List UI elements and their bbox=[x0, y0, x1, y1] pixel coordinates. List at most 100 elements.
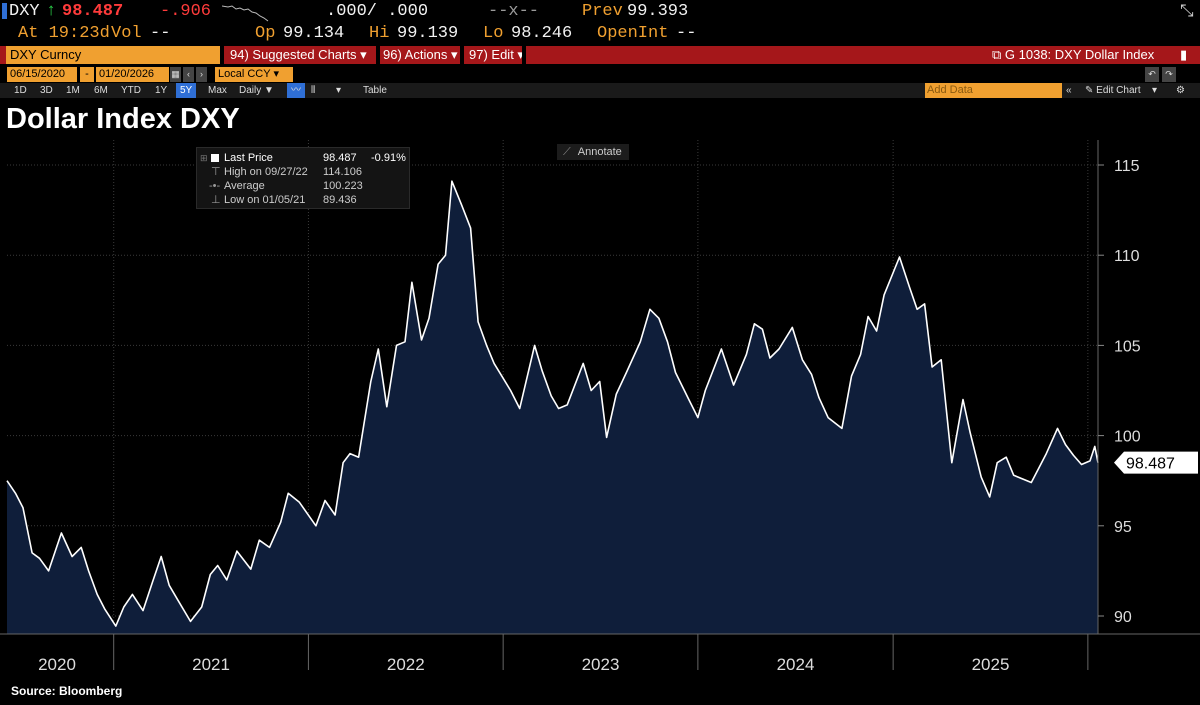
pencil-icon: ⟋ bbox=[563, 146, 571, 158]
edit-chart-button[interactable]: ✎ Edit Chart bbox=[1085, 85, 1141, 96]
menu-bar: 94) Suggested Charts ▾ 96) Actions ▾ 97)… bbox=[0, 46, 1200, 64]
chart-title-menu[interactable]: ⧉ G 1038: DXY Dollar Index bbox=[992, 47, 1155, 62]
y-tick-label: 115 bbox=[1114, 158, 1140, 175]
menu-divider bbox=[220, 46, 224, 64]
gear-icon[interactable]: ⚙ bbox=[1176, 85, 1185, 96]
chart-title: Dollar Index DXY bbox=[6, 103, 240, 135]
bar-chart-icon[interactable]: ⫴ bbox=[311, 85, 316, 96]
menu-divider bbox=[460, 46, 464, 64]
prev-label: Prev bbox=[582, 2, 623, 21]
quote-time: At 19:23d bbox=[18, 24, 110, 43]
y-axis: 90 95 100 105 110 115 bbox=[0, 140, 1200, 635]
prev-value: 99.393 bbox=[627, 2, 689, 21]
calendar-icon[interactable]: ▦ bbox=[170, 67, 181, 82]
x-tick-label: 2025 bbox=[972, 655, 1010, 674]
legend-last-value: 98.487 bbox=[323, 152, 357, 164]
period-3d[interactable]: 3D bbox=[40, 85, 53, 96]
annotate-label: Annotate bbox=[577, 146, 622, 158]
vol-label: Vol bbox=[111, 24, 142, 43]
currency-select[interactable]: Local CCY ▾ bbox=[215, 67, 293, 82]
date-range-row: 06/15/2020 - 01/20/2026 ▦ ‹ › Local CCY … bbox=[0, 67, 1200, 83]
edit-chart-dropdown-icon[interactable]: ▾ bbox=[1152, 85, 1158, 96]
x-tick-label: 2023 bbox=[582, 655, 620, 674]
x-tick-label: 2020 bbox=[38, 655, 76, 674]
x-axis: 2020 2021 2022 2023 2024 2025 bbox=[38, 634, 1089, 674]
period-max[interactable]: Max bbox=[208, 85, 227, 96]
high-label: Hi bbox=[369, 24, 390, 43]
next-range-icon[interactable]: › bbox=[196, 67, 207, 82]
ticker-symbol: DXY bbox=[9, 2, 40, 21]
table-button[interactable]: Table bbox=[363, 85, 387, 96]
legend-last-label: Last Price bbox=[224, 152, 273, 164]
legend-average-row: -•- Average 100.223 bbox=[197, 179, 411, 193]
security-field[interactable]: DXY Curncy bbox=[6, 46, 220, 64]
period-1m[interactable]: 1M bbox=[66, 85, 80, 96]
price-line bbox=[6, 180, 1099, 627]
add-data-input[interactable]: Add Data bbox=[925, 83, 1062, 98]
menu-divider bbox=[522, 46, 526, 64]
x-tick-label: 2024 bbox=[777, 655, 815, 674]
openint-value: -- bbox=[676, 24, 697, 43]
info-icon[interactable]: ▮ bbox=[1180, 47, 1188, 62]
line-chart-icon[interactable]: 〰 bbox=[287, 83, 305, 98]
y-tick-label: 100 bbox=[1114, 429, 1141, 446]
chart-type-dropdown-icon[interactable]: ▾ bbox=[336, 85, 342, 96]
period-6m[interactable]: 6M bbox=[94, 85, 108, 96]
legend-low-value: 89.436 bbox=[323, 194, 357, 206]
quote-row-1: DXY ↑ 98.487 -.906 .000/ .000 --x-- Prev… bbox=[0, 2, 1200, 22]
period-1d[interactable]: 1D bbox=[14, 85, 27, 96]
legend-average-value: 100.223 bbox=[323, 180, 363, 192]
average-marker-icon: -•- bbox=[209, 180, 221, 192]
last-price: 98.487 bbox=[62, 2, 124, 21]
suggested-charts-menu[interactable]: 94) Suggested Charts ▾ bbox=[230, 47, 367, 62]
actions-menu[interactable]: 96) Actions ▾ bbox=[383, 47, 458, 62]
legend-high-label: High on 09/27/22 bbox=[224, 166, 308, 178]
annotate-button[interactable]: ⟋ Annotate bbox=[557, 144, 629, 160]
legend-expand-icon[interactable]: ⊞ bbox=[200, 153, 208, 163]
period-5y[interactable]: 5Y bbox=[176, 83, 197, 98]
legend-last-change: -0.91% bbox=[371, 152, 406, 164]
menu-divider bbox=[376, 46, 380, 64]
price-area-fill bbox=[7, 181, 1098, 634]
undo-icon[interactable]: ↶ bbox=[1145, 67, 1159, 82]
legend-box[interactable]: ⊞ Last Price 98.487 -0.91% ⊤ High on 09/… bbox=[196, 147, 410, 209]
high-marker-icon: ⊤ bbox=[211, 166, 221, 178]
start-date-field[interactable]: 06/15/2020 bbox=[7, 67, 77, 82]
openint-label: OpenInt bbox=[597, 24, 669, 43]
y-tick-label: 90 bbox=[1114, 609, 1132, 626]
expand-icon[interactable]: ⤡ bbox=[1180, 3, 1194, 22]
legend-high-value: 114.106 bbox=[323, 166, 362, 178]
period-ytd[interactable]: YTD bbox=[121, 85, 141, 96]
redo-icon[interactable]: ↷ bbox=[1162, 67, 1176, 82]
x-tick-label: 2021 bbox=[192, 655, 230, 674]
low-value: 98.246 bbox=[511, 24, 573, 43]
source-note: Source: Bloomberg bbox=[11, 684, 123, 698]
legend-average-label: Average bbox=[224, 180, 265, 192]
period-1y[interactable]: 1Y bbox=[155, 85, 168, 96]
open-value: 99.134 bbox=[283, 24, 345, 43]
net-change: -.906 bbox=[160, 2, 212, 21]
x-tick-label: 2022 bbox=[387, 655, 425, 674]
vol-value: -- bbox=[150, 24, 171, 43]
legend-last-row: ⊞ Last Price 98.487 -0.91% bbox=[197, 151, 411, 165]
ticker-marker bbox=[2, 3, 7, 19]
frequency-select[interactable]: Daily ▼ bbox=[239, 85, 274, 96]
bid-ask-size: --x-- bbox=[488, 2, 540, 21]
open-label: Op bbox=[255, 24, 276, 43]
prev-range-icon[interactable]: ‹ bbox=[183, 67, 194, 82]
last-value-label: 98.487 bbox=[1114, 451, 1198, 474]
y-tick-label: 105 bbox=[1114, 338, 1141, 355]
collapse-icon[interactable]: « bbox=[1066, 85, 1072, 96]
sparkline-icon bbox=[222, 5, 269, 22]
legend-low-label: Low on 01/05/21 bbox=[224, 194, 306, 206]
y-tick-label: 110 bbox=[1114, 248, 1140, 265]
low-label: Lo bbox=[483, 24, 504, 43]
legend-swatch bbox=[211, 154, 219, 162]
low-marker-icon: ⊥ bbox=[211, 194, 221, 206]
quote-row-2: At 19:23d Vol -- Op 99.134 Hi 99.139 Lo … bbox=[0, 24, 1200, 44]
edit-menu[interactable]: 97) Edit ▾ bbox=[469, 47, 524, 62]
bid-ask: .000/ .000 bbox=[326, 2, 429, 21]
end-date-field[interactable]: 01/20/2026 bbox=[96, 67, 169, 82]
up-arrow-icon: ↑ bbox=[46, 2, 57, 21]
